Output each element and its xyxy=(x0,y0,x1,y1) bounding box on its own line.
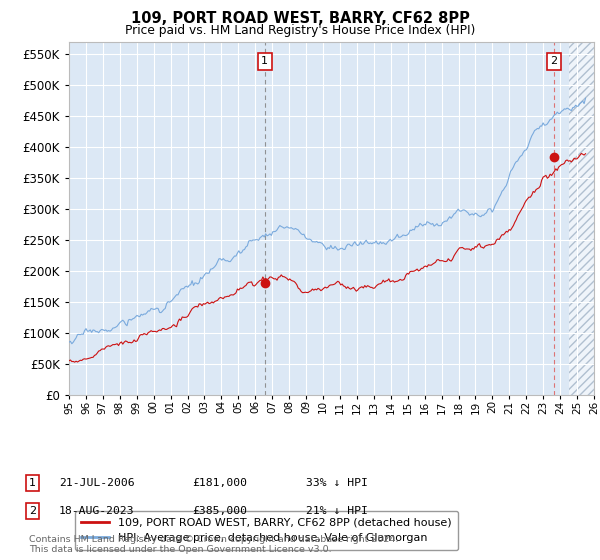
Text: 21-JUL-2006: 21-JUL-2006 xyxy=(59,478,134,488)
Text: 1: 1 xyxy=(261,57,268,67)
Text: 18-AUG-2023: 18-AUG-2023 xyxy=(59,506,134,516)
Text: £181,000: £181,000 xyxy=(192,478,247,488)
Bar xyxy=(569,42,594,395)
Text: Price paid vs. HM Land Registry's House Price Index (HPI): Price paid vs. HM Land Registry's House … xyxy=(125,24,475,36)
Text: 1: 1 xyxy=(29,478,36,488)
Text: 2: 2 xyxy=(29,506,36,516)
Text: 109, PORT ROAD WEST, BARRY, CF62 8PP: 109, PORT ROAD WEST, BARRY, CF62 8PP xyxy=(131,11,469,26)
Bar xyxy=(569,42,594,395)
Text: Contains HM Land Registry data © Crown copyright and database right 2024.
This d: Contains HM Land Registry data © Crown c… xyxy=(29,535,398,554)
Legend: 109, PORT ROAD WEST, BARRY, CF62 8PP (detached house), HPI: Average price, detac: 109, PORT ROAD WEST, BARRY, CF62 8PP (de… xyxy=(74,511,458,550)
Text: £385,000: £385,000 xyxy=(192,506,247,516)
Text: 2: 2 xyxy=(550,57,557,67)
Text: 33% ↓ HPI: 33% ↓ HPI xyxy=(306,478,368,488)
Text: 21% ↓ HPI: 21% ↓ HPI xyxy=(306,506,368,516)
